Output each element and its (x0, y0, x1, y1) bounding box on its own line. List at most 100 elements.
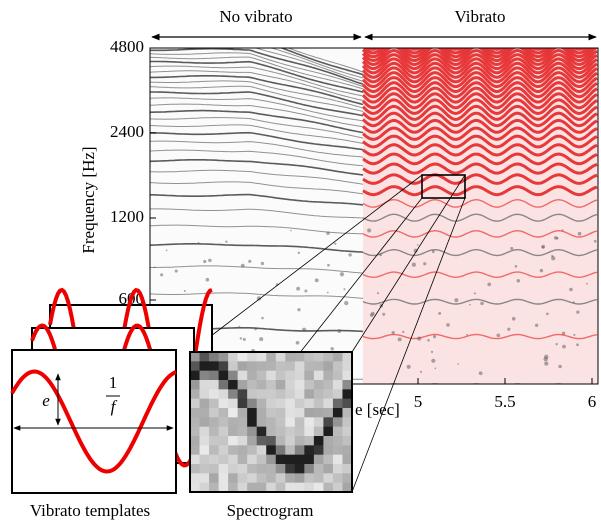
speck (487, 282, 492, 287)
harmonic-line (150, 181, 364, 195)
spectrogram-cell (313, 398, 324, 409)
spectrogram-cell (342, 417, 353, 428)
speck (326, 291, 329, 294)
spectrogram-cell (313, 370, 324, 381)
speck (511, 316, 516, 321)
spectrogram-cell (190, 482, 201, 493)
spectrogram-cell (237, 352, 248, 362)
speck (379, 253, 383, 257)
vibrato-line (361, 118, 598, 134)
spectrogram-cell (228, 389, 239, 400)
spectrogram-cell (275, 417, 286, 428)
spectrogram-cell (304, 398, 315, 409)
spectrogram-cell (332, 445, 343, 456)
spectrogram-cell (285, 389, 296, 400)
spectrogram-cell (285, 417, 296, 428)
harmonic-line (150, 265, 364, 274)
spectrogram-cell (228, 408, 239, 418)
spectrogram-cell (209, 380, 220, 390)
spectrogram-cell (237, 445, 248, 456)
harmonic-line (150, 60, 364, 93)
speck (314, 278, 319, 283)
speck (225, 240, 228, 243)
spectrogram-cell (275, 436, 286, 446)
spectrogram-cell (190, 426, 201, 437)
spectrogram-cell (294, 426, 305, 437)
y-axis-label: Frequency [Hz] (79, 146, 98, 253)
spectrogram-cell (275, 408, 286, 418)
spectrogram-cell (294, 445, 305, 456)
vibrato-line (361, 48, 598, 67)
vibrato-line (361, 48, 598, 63)
speck (413, 248, 418, 253)
spectrogram-cell (342, 473, 353, 484)
spectrogram-cell (294, 370, 305, 381)
speck (466, 333, 469, 336)
speck (183, 290, 186, 293)
speck (197, 241, 200, 244)
y-tick-label: 1200 (110, 207, 144, 226)
vibrato-line (362, 143, 598, 157)
speck (297, 308, 301, 312)
spectrogram-cell (313, 389, 324, 400)
spectrogram-cell (256, 417, 267, 428)
spectrogram-cell (266, 436, 277, 446)
spectrogram-cell (342, 352, 353, 362)
spectrogram-cell (332, 408, 343, 418)
spectrogram-cell (275, 389, 286, 400)
spectrogram-cell (313, 482, 324, 493)
spectrogram-cell (218, 380, 229, 390)
spectrogram-cell (228, 464, 239, 474)
spectrogram-cell (199, 352, 210, 362)
spectrogram-cell (275, 370, 286, 381)
speck (203, 259, 207, 264)
spectrogram-cell (209, 417, 220, 428)
speck (339, 272, 345, 277)
spectrogram-cell (313, 436, 324, 446)
spectrogram-cell (285, 361, 296, 372)
speck (260, 261, 265, 266)
spectrogram-cell (190, 389, 201, 400)
spectrogram-cell (247, 454, 258, 465)
vibrato-line (362, 198, 598, 208)
spectrogram-cell (304, 389, 315, 400)
spectrogram-cell (247, 408, 258, 418)
speck (544, 354, 549, 359)
spectrogram-cell (294, 473, 305, 484)
spectrogram-cell (323, 380, 334, 390)
spectrogram-cell (209, 464, 220, 474)
spectrogram-cell (190, 464, 201, 474)
spectrogram-cell (247, 464, 258, 474)
harmonic-line (150, 208, 364, 219)
speck (261, 316, 264, 320)
speck (558, 364, 562, 369)
vibrato-line (362, 185, 598, 197)
spectrogram-cell (332, 361, 343, 372)
speck (577, 231, 582, 236)
spectrogram-cell (342, 454, 353, 465)
speck (208, 258, 212, 263)
harmonic-line (150, 85, 364, 112)
vibrato-line (362, 126, 598, 141)
spectrogram-cell (237, 361, 248, 372)
spectrogram-cell (247, 361, 258, 372)
spectrogram-cell (237, 417, 248, 428)
spectrogram-cell (275, 482, 286, 493)
spectrogram-cell (228, 380, 239, 390)
spectrogram-cell (247, 370, 258, 381)
amplitude-label: e (42, 391, 50, 410)
speck (541, 246, 545, 249)
spectrogram-cell (304, 361, 315, 372)
spectrogram-cell (256, 454, 267, 465)
spectrogram-cell (342, 361, 353, 372)
speck (430, 350, 434, 354)
plot-frame (149, 47, 599, 385)
speck (297, 251, 301, 255)
vibrato-line (361, 81, 598, 99)
speck (160, 273, 164, 277)
x-tick-label: 6 (588, 392, 597, 411)
spectrogram-cell (285, 464, 296, 474)
harmonic-line (150, 109, 364, 134)
speck (446, 323, 450, 327)
vibrato-line (361, 104, 598, 121)
